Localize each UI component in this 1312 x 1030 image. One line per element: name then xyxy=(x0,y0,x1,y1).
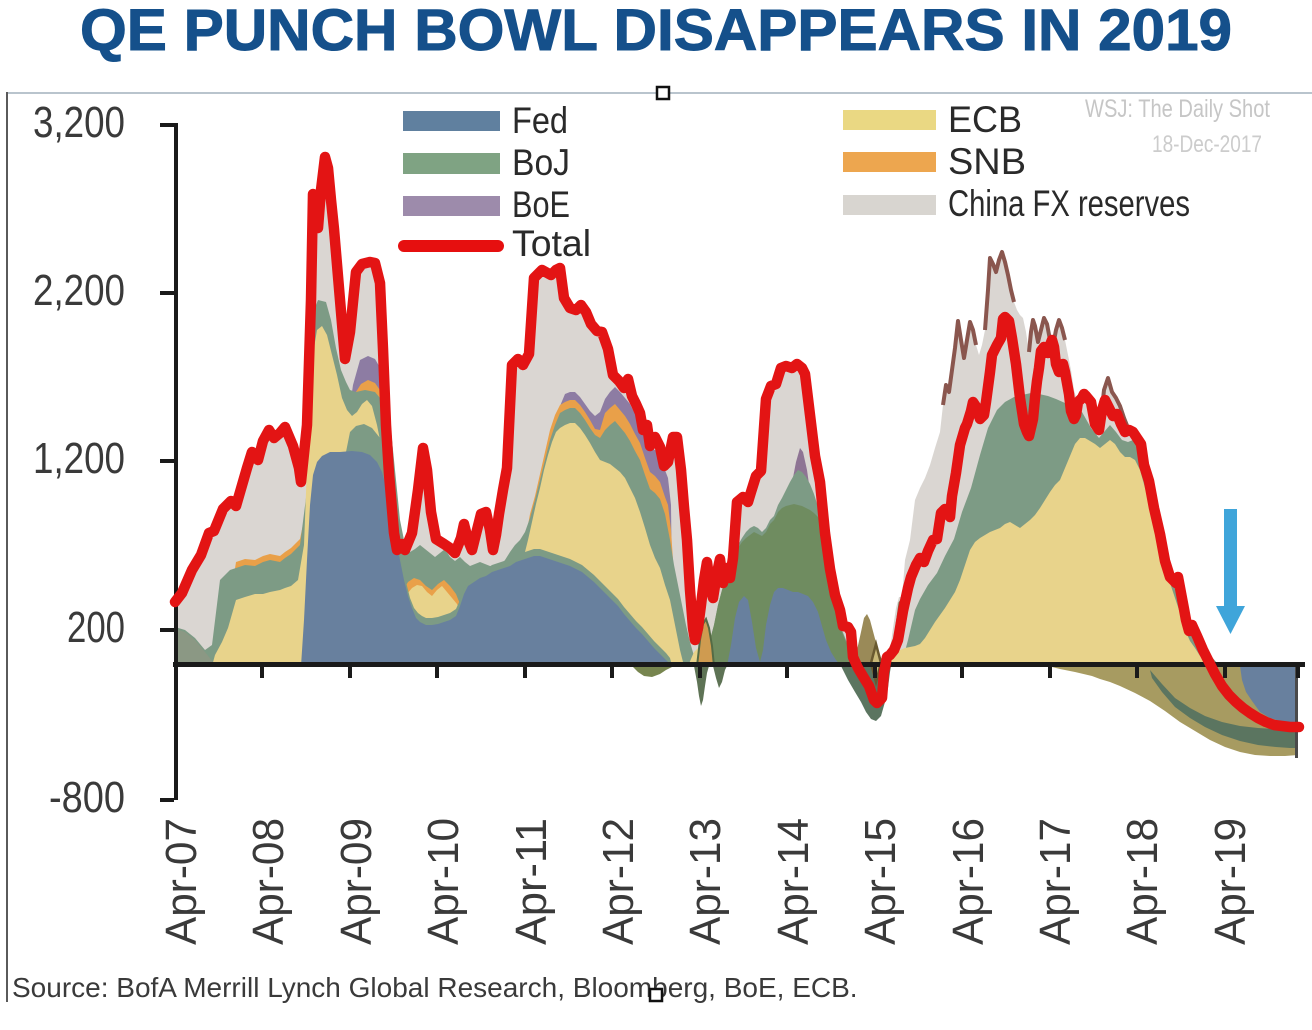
svg-text:Apr-15: Apr-15 xyxy=(856,818,905,945)
svg-text:18-Dec-2017: 18-Dec-2017 xyxy=(1152,131,1262,158)
svg-text:Apr-10: Apr-10 xyxy=(419,818,468,945)
svg-text:Apr-14: Apr-14 xyxy=(769,818,818,945)
svg-text:200: 200 xyxy=(67,603,125,652)
svg-text:China FX reserves: China FX reserves xyxy=(948,183,1190,224)
svg-text:Total: Total xyxy=(512,223,591,264)
svg-text:Apr-08: Apr-08 xyxy=(244,818,293,945)
svg-text:WSJ: The Daily Shot: WSJ: The Daily Shot xyxy=(1085,95,1270,123)
svg-text:Fed: Fed xyxy=(512,100,568,141)
svg-text:BoJ: BoJ xyxy=(512,142,570,183)
svg-text:Apr-13: Apr-13 xyxy=(681,818,730,945)
svg-text:Apr-18: Apr-18 xyxy=(1118,818,1167,945)
svg-text:ECB: ECB xyxy=(948,99,1022,140)
svg-text:Apr-09: Apr-09 xyxy=(332,818,381,945)
svg-text:SNB: SNB xyxy=(948,141,1026,182)
svg-text:Apr-17: Apr-17 xyxy=(1031,818,1080,945)
svg-text:Apr-07: Apr-07 xyxy=(157,818,206,945)
svg-text:1,200: 1,200 xyxy=(33,434,125,483)
svg-text:Apr-11: Apr-11 xyxy=(507,818,556,945)
svg-text:2,200: 2,200 xyxy=(33,266,125,315)
svg-text:Apr-16: Apr-16 xyxy=(944,818,993,945)
svg-text:Source: BofA Merrill Lynch Glo: Source: BofA Merrill Lynch Global Resear… xyxy=(12,972,858,1003)
svg-text:BoE: BoE xyxy=(512,184,570,225)
svg-text:-800: -800 xyxy=(49,773,125,822)
svg-text:3,200: 3,200 xyxy=(33,98,125,147)
svg-text:Apr-12: Apr-12 xyxy=(594,818,643,945)
svg-text:QE PUNCH BOWL DISAPPEARS IN 20: QE PUNCH BOWL DISAPPEARS IN 2019 xyxy=(80,0,1232,63)
svg-text:Apr-19: Apr-19 xyxy=(1206,818,1255,945)
